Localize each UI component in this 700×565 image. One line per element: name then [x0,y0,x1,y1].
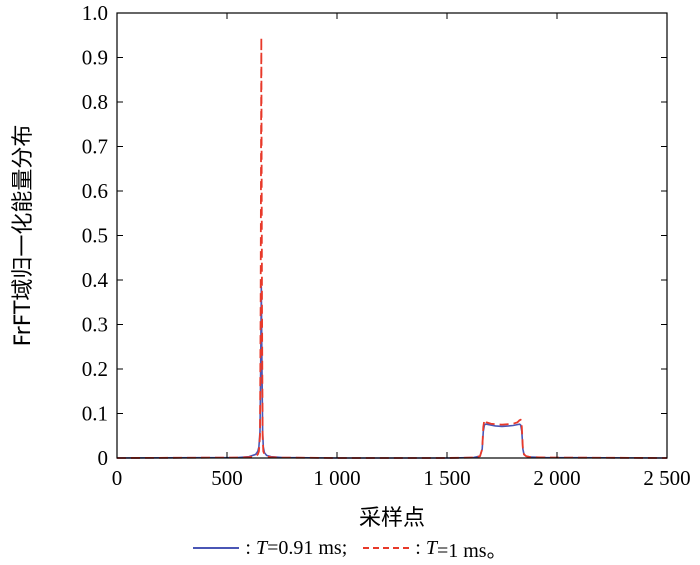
series-line-1 [116,285,668,459]
x-tick-label-1: 500 [211,466,243,490]
x-tick-label-5: 2 500 [643,466,690,490]
x-tick-label-0: 0 [112,466,123,490]
legend-prefix-series-1: : [245,536,256,559]
x-tick-label-4: 2 000 [533,466,580,490]
legend-swatch-series-2 [363,547,410,549]
series-line-2 [116,36,668,459]
legend: : T =0.91 ms; : T =1 ms。 [0,534,700,562]
y-tick-label-9: 0.9 [82,46,108,70]
legend-swatch-series-1 [193,547,240,549]
tick-labels: 0 500 1 000 1 500 2 000 2 500 0 0.1 0.2 0.3 0.4 0.5… [82,1,691,490]
legend-item-series-2: : T =1 ms。 [363,534,507,563]
legend-italic-series-2: T [425,536,437,559]
y-tick-label-7: 0.7 [82,135,108,159]
y-tick-label-1: 0.1 [82,402,108,426]
ticks [116,12,668,459]
y-tick-label-10: 1.0 [82,1,108,25]
y-tick-label-6: 0.6 [82,179,108,203]
y-tick-label-8: 0.8 [82,90,108,114]
legend-label-series-1: =0.91 ms; [267,536,348,559]
plot-frame [116,12,668,459]
x-tick-label-2: 1 000 [313,466,360,490]
plot-lines [116,36,668,459]
legend-italic-series-1: T [255,536,268,559]
legend-prefix-series-2: : [415,536,426,559]
y-tick-label-2: 0.2 [82,357,108,381]
legend-item-series-1: : T =0.91 ms; [193,537,347,560]
y-tick-label-0: 0 [98,446,109,470]
y-tick-label-3: 0.3 [82,313,108,337]
chart: 0 500 1 000 1 500 2 000 2 500 0 0.1 0.2 0.3 0.4 0.5… [11,1,691,531]
x-axis-title: 采样点 [359,506,425,531]
y-tick-label-4: 0.4 [82,268,109,292]
x-tick-label-3: 1 500 [423,466,470,490]
y-tick-label-5: 0.5 [82,224,108,248]
legend-label-series-2: =1 ms。 [436,539,507,562]
y-axis-title: FrFT域归一化能量分布 [11,125,36,347]
